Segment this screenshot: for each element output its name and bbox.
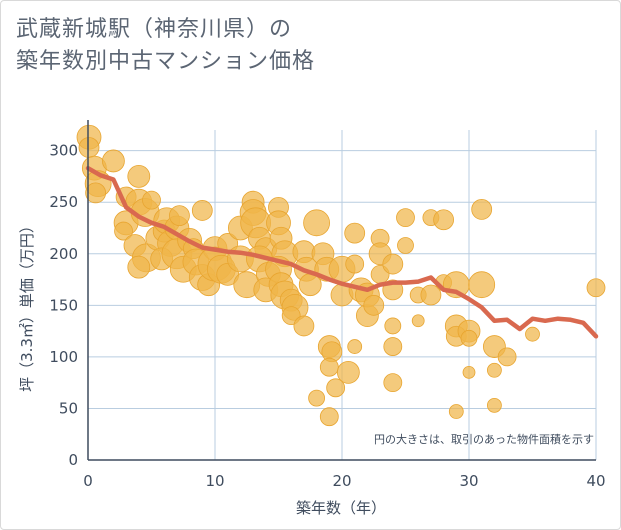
bubble-point-91 bbox=[411, 314, 425, 328]
chart-title: 武蔵新城駅（神奈川県）の 築年数別中古マンション価格 bbox=[16, 14, 315, 78]
x-tick-label-4: 40 bbox=[586, 472, 605, 490]
bubble-point-108 bbox=[497, 347, 517, 367]
y-tick-label-1: 50 bbox=[59, 399, 78, 417]
bubble-series bbox=[76, 124, 606, 427]
bubble-point-15 bbox=[127, 255, 151, 279]
bubble-point-5 bbox=[102, 149, 125, 173]
y-tick-label-6: 300 bbox=[49, 142, 78, 160]
y-tick-label-5: 250 bbox=[49, 193, 78, 211]
bubble-point-8 bbox=[114, 221, 133, 241]
bubble-point-1 bbox=[78, 137, 100, 158]
bubble-point-4 bbox=[85, 182, 107, 204]
bubble-point-103 bbox=[471, 199, 493, 220]
bubble-point-67 bbox=[319, 357, 339, 377]
bubble-size-note: 円の大きさは、取引のあった物件面積を示す bbox=[374, 432, 594, 446]
x-tick-label-1: 10 bbox=[205, 472, 224, 490]
bubble-point-93 bbox=[420, 284, 442, 306]
bubble-point-101 bbox=[462, 365, 476, 379]
bubble-point-100 bbox=[460, 329, 478, 347]
x-tick-label-3: 30 bbox=[459, 472, 478, 490]
y-tick-label-3: 150 bbox=[49, 296, 78, 314]
bubble-point-83 bbox=[382, 253, 404, 275]
bubble-point-22 bbox=[169, 205, 190, 226]
bubble-point-72 bbox=[336, 360, 360, 384]
bubble-point-94 bbox=[433, 209, 455, 231]
bubble-point-104 bbox=[468, 271, 496, 299]
bubble-point-106 bbox=[486, 362, 502, 378]
bubble-point-60 bbox=[293, 315, 315, 337]
bubble-point-79 bbox=[363, 294, 385, 316]
x-axis-label: 築年数（年） bbox=[296, 499, 386, 517]
x-tick-label-2: 20 bbox=[332, 472, 351, 490]
y-tick-labels: 0 50 100 150 200 250 300 bbox=[49, 142, 78, 469]
axes bbox=[87, 120, 596, 461]
y-tick-label-2: 100 bbox=[49, 348, 78, 366]
bubble-point-86 bbox=[383, 337, 403, 356]
bubble-point-73 bbox=[344, 222, 366, 244]
y-tick-label-4: 200 bbox=[49, 245, 78, 263]
bubble-point-87 bbox=[383, 373, 403, 393]
bubble-point-74 bbox=[345, 254, 365, 274]
bubble-point-89 bbox=[397, 237, 414, 254]
bubble-point-68 bbox=[326, 378, 346, 398]
bubble-point-12 bbox=[142, 190, 161, 210]
chart-title-line-1: 武蔵新城駅（神奈川県）の bbox=[16, 17, 293, 42]
bubble-point-61 bbox=[303, 209, 331, 237]
bubble-point-64 bbox=[308, 389, 326, 407]
bubble-point-69 bbox=[319, 407, 339, 427]
bubble-point-85 bbox=[384, 317, 402, 335]
bubble-point-110 bbox=[586, 278, 606, 298]
y-axis-label: 坪（3.3㎡）単価（万円） bbox=[18, 218, 36, 392]
x-tick-labels: 0 10 20 30 40 bbox=[83, 472, 605, 490]
bubble-point-28 bbox=[191, 200, 213, 221]
trend-line-series bbox=[85, 165, 599, 339]
bubble-point-88 bbox=[396, 208, 415, 228]
y-tick-label-0: 0 bbox=[68, 451, 78, 469]
bubble-point-102 bbox=[448, 404, 464, 419]
bubble-point-107 bbox=[486, 397, 502, 413]
chart-title-line-2: 築年数別中古マンション価格 bbox=[16, 49, 316, 74]
bubble-point-9 bbox=[127, 165, 151, 188]
x-tick-label-0: 0 bbox=[83, 472, 93, 490]
average-price-line bbox=[85, 165, 599, 339]
bubble-point-77 bbox=[347, 339, 363, 354]
bubble-point-109 bbox=[525, 326, 540, 342]
